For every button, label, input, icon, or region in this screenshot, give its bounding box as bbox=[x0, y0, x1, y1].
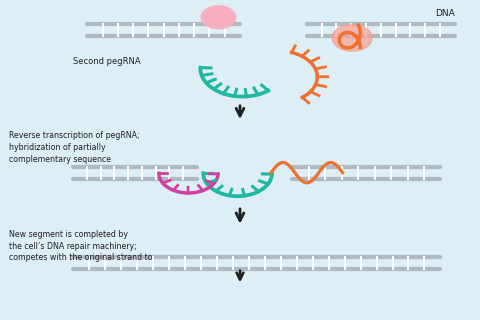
Circle shape bbox=[201, 6, 236, 29]
Text: DNA: DNA bbox=[435, 9, 455, 18]
Text: Second pegRNA: Second pegRNA bbox=[73, 57, 141, 66]
Text: Reverse transcription of pegRNA;
hybridization of partially
complementary sequen: Reverse transcription of pegRNA; hybridi… bbox=[9, 132, 139, 164]
Text: New segment is completed by
the cell’s DNA repair machinery;
competes with the o: New segment is completed by the cell’s D… bbox=[9, 230, 152, 262]
Circle shape bbox=[332, 25, 372, 51]
